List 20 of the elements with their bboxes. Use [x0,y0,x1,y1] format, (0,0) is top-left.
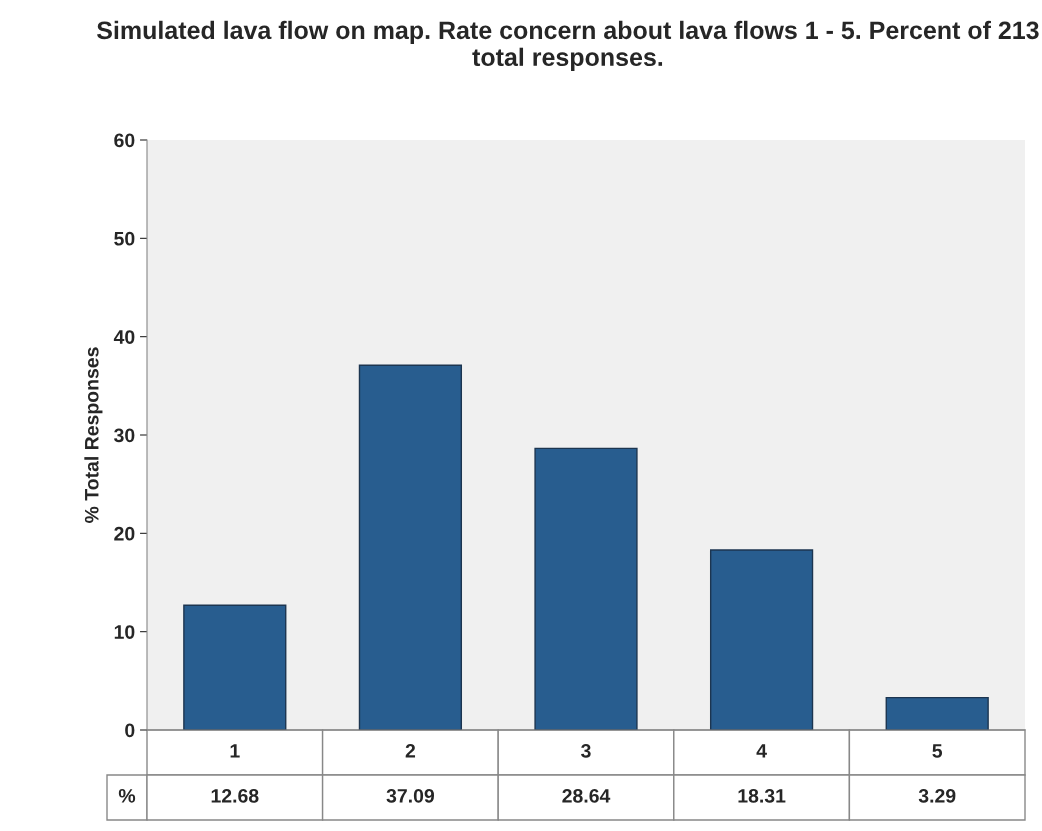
data-label: 12.68 [211,788,259,803]
x-tick-label: 5 [932,744,943,758]
x-tick-label: 1 [230,744,240,758]
chart-title: Simulated lava flow on map. Rate concern about lava flows 1 - 5. Percent of 213 total responses. [96,20,1039,72]
y-tick-label: 40 [113,330,135,344]
data-label: 3.29 [918,788,956,803]
x-tick-label: 2 [405,743,416,758]
x-tick-label: 4 [756,744,767,758]
data-label: 37.09 [386,788,435,803]
x-tick-label: 3 [581,743,591,758]
y-tick-label: 20 [114,526,135,541]
y-tick-label: 60 [114,133,135,148]
y-axis-title: % Total Responses [84,347,103,523]
y-tick-label: 30 [114,428,135,443]
y-tick-label: 0 [125,723,135,738]
y-tick-label: 50 [114,231,135,246]
data-label: 28.64 [562,788,611,803]
data-label: 18.31 [738,788,786,803]
y-tick-label: 10 [114,625,135,639]
text: % [118,789,136,803]
